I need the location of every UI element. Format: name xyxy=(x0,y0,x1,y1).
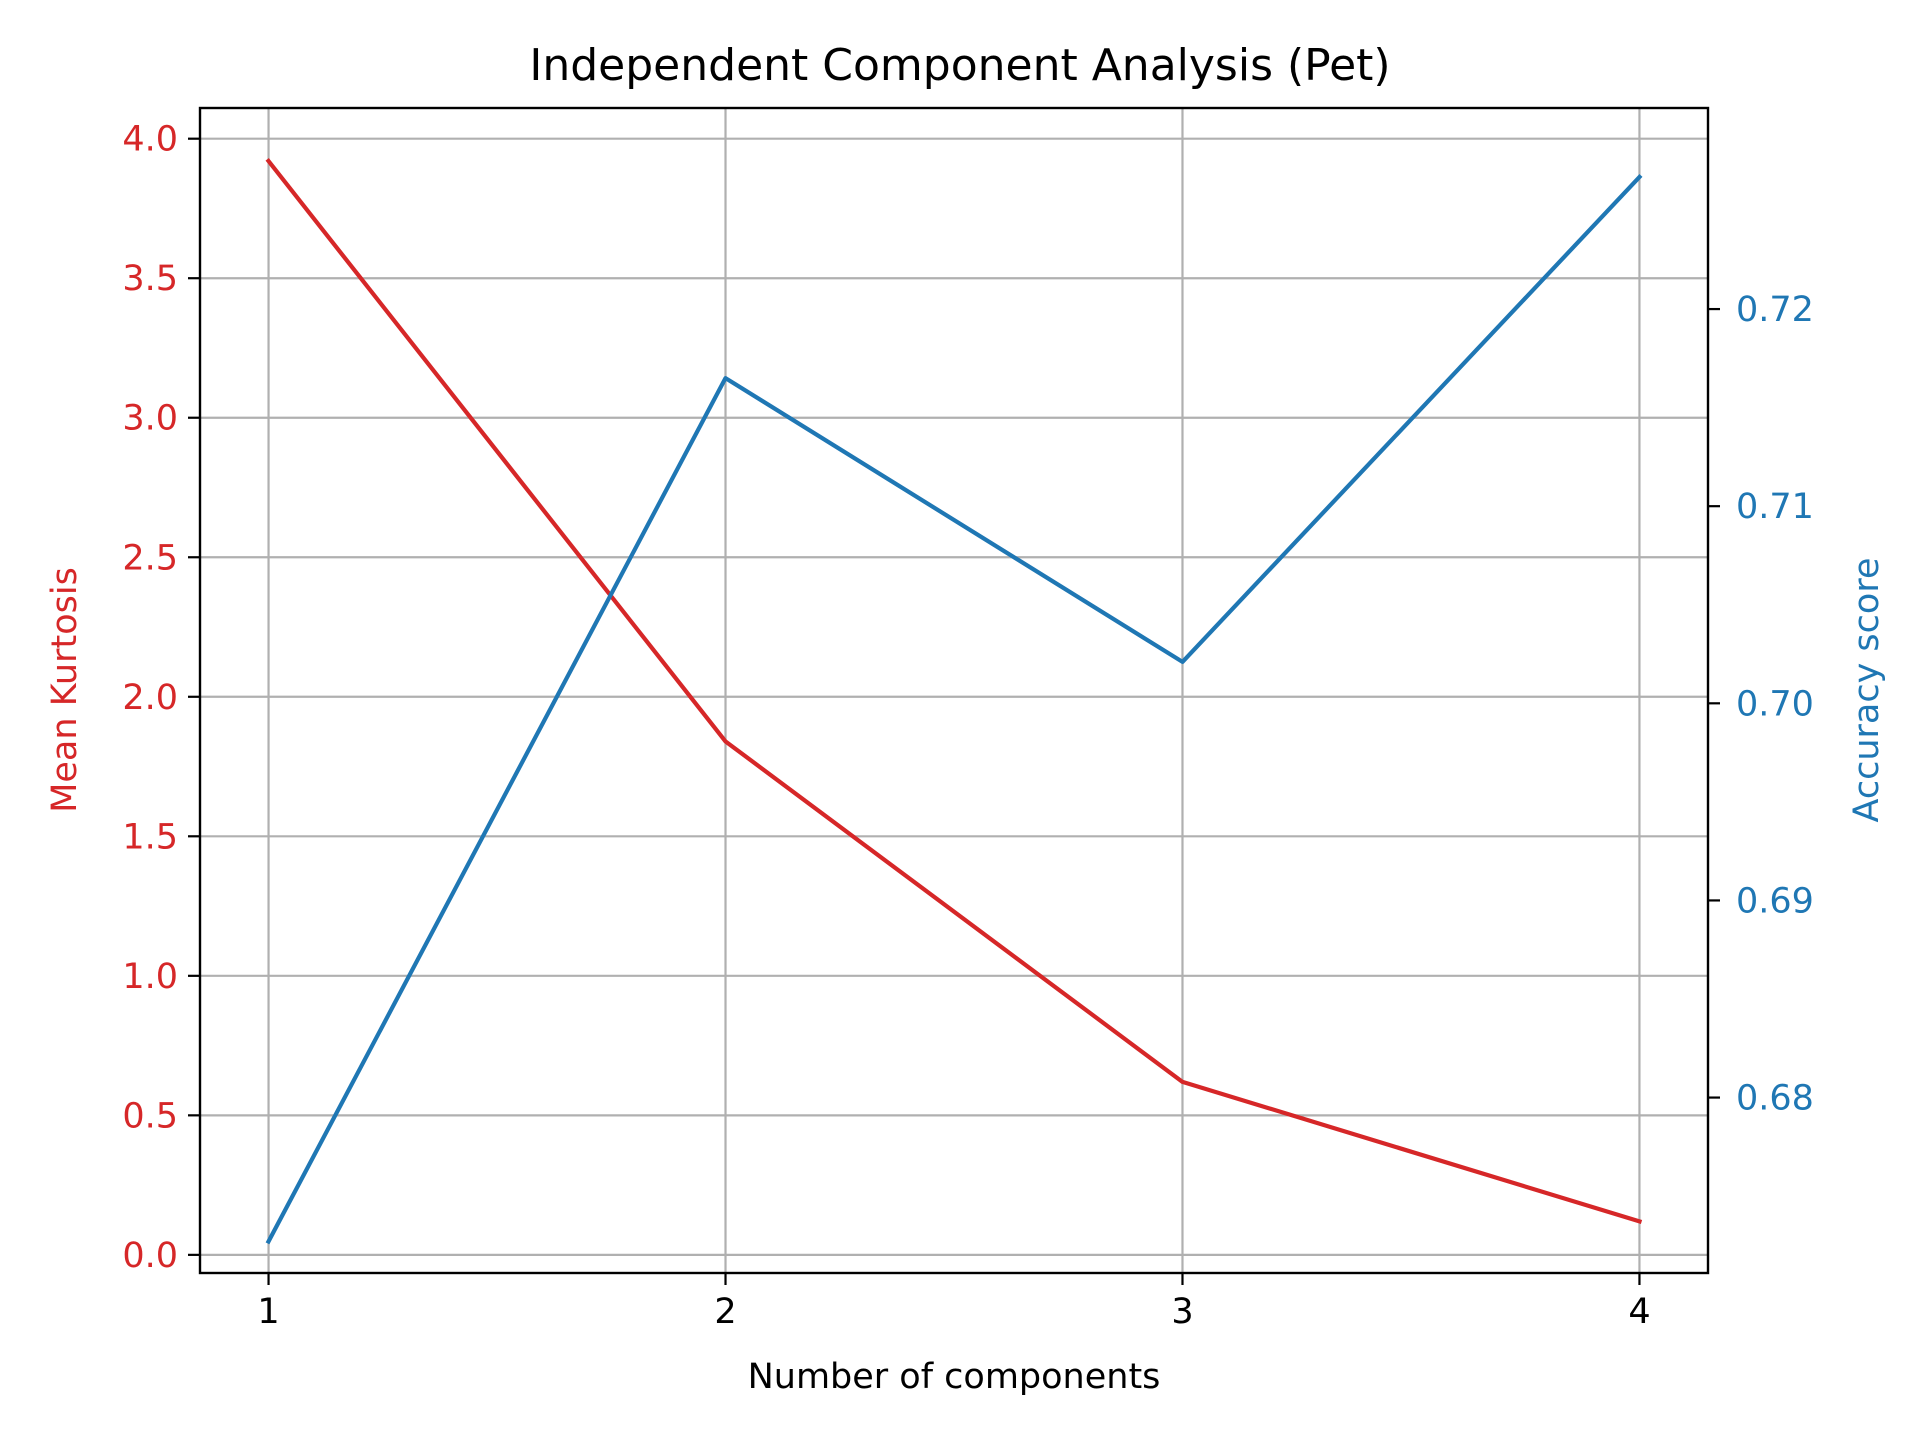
left-tick-label: 3.5 xyxy=(122,259,178,299)
accuracy-score-line xyxy=(265,174,1643,1245)
left-y-axis: 0.0 0.5 1.0 1.5 2.0 2.5 3.0 3.5 4.0 xyxy=(122,120,200,1276)
right-y-axis-label: Accuracy score xyxy=(1847,558,1887,823)
left-tick-label: 2.0 xyxy=(122,678,178,718)
plot-frame xyxy=(198,106,1710,1275)
left-tick-label: 1.5 xyxy=(122,817,178,857)
x-axis: 1 2 3 4 xyxy=(257,1273,1651,1332)
x-tick-label: 3 xyxy=(1171,1292,1193,1332)
left-y-axis-label: Mean Kurtosis xyxy=(45,567,85,813)
left-tick-label: 1.0 xyxy=(122,957,178,997)
series-layer xyxy=(265,158,1643,1245)
right-tick-label: 0.68 xyxy=(1736,1079,1814,1119)
right-tick-label: 0.69 xyxy=(1736,881,1814,921)
right-tick-label: 0.72 xyxy=(1736,290,1814,330)
left-tick-label: 3.0 xyxy=(122,399,178,439)
chart-title: Independent Component Analysis (Pet) xyxy=(529,40,1390,91)
grid xyxy=(200,108,1708,1273)
right-y-axis: 0.68 0.69 0.70 0.71 0.72 xyxy=(1708,290,1814,1119)
x-tick-label: 1 xyxy=(257,1292,279,1332)
left-tick-label: 4.0 xyxy=(122,120,178,160)
right-tick-label: 0.71 xyxy=(1736,487,1814,527)
left-tick-label: 0.5 xyxy=(122,1096,178,1136)
left-tick-label: 2.5 xyxy=(122,538,178,578)
right-tick-label: 0.70 xyxy=(1736,684,1814,724)
left-tick-label: 0.0 xyxy=(122,1236,178,1276)
mean-kurtosis-line xyxy=(265,158,1643,1225)
x-tick-label: 4 xyxy=(1628,1292,1650,1332)
x-axis-label: Number of components xyxy=(748,1357,1161,1397)
x-tick-label: 2 xyxy=(714,1292,736,1332)
